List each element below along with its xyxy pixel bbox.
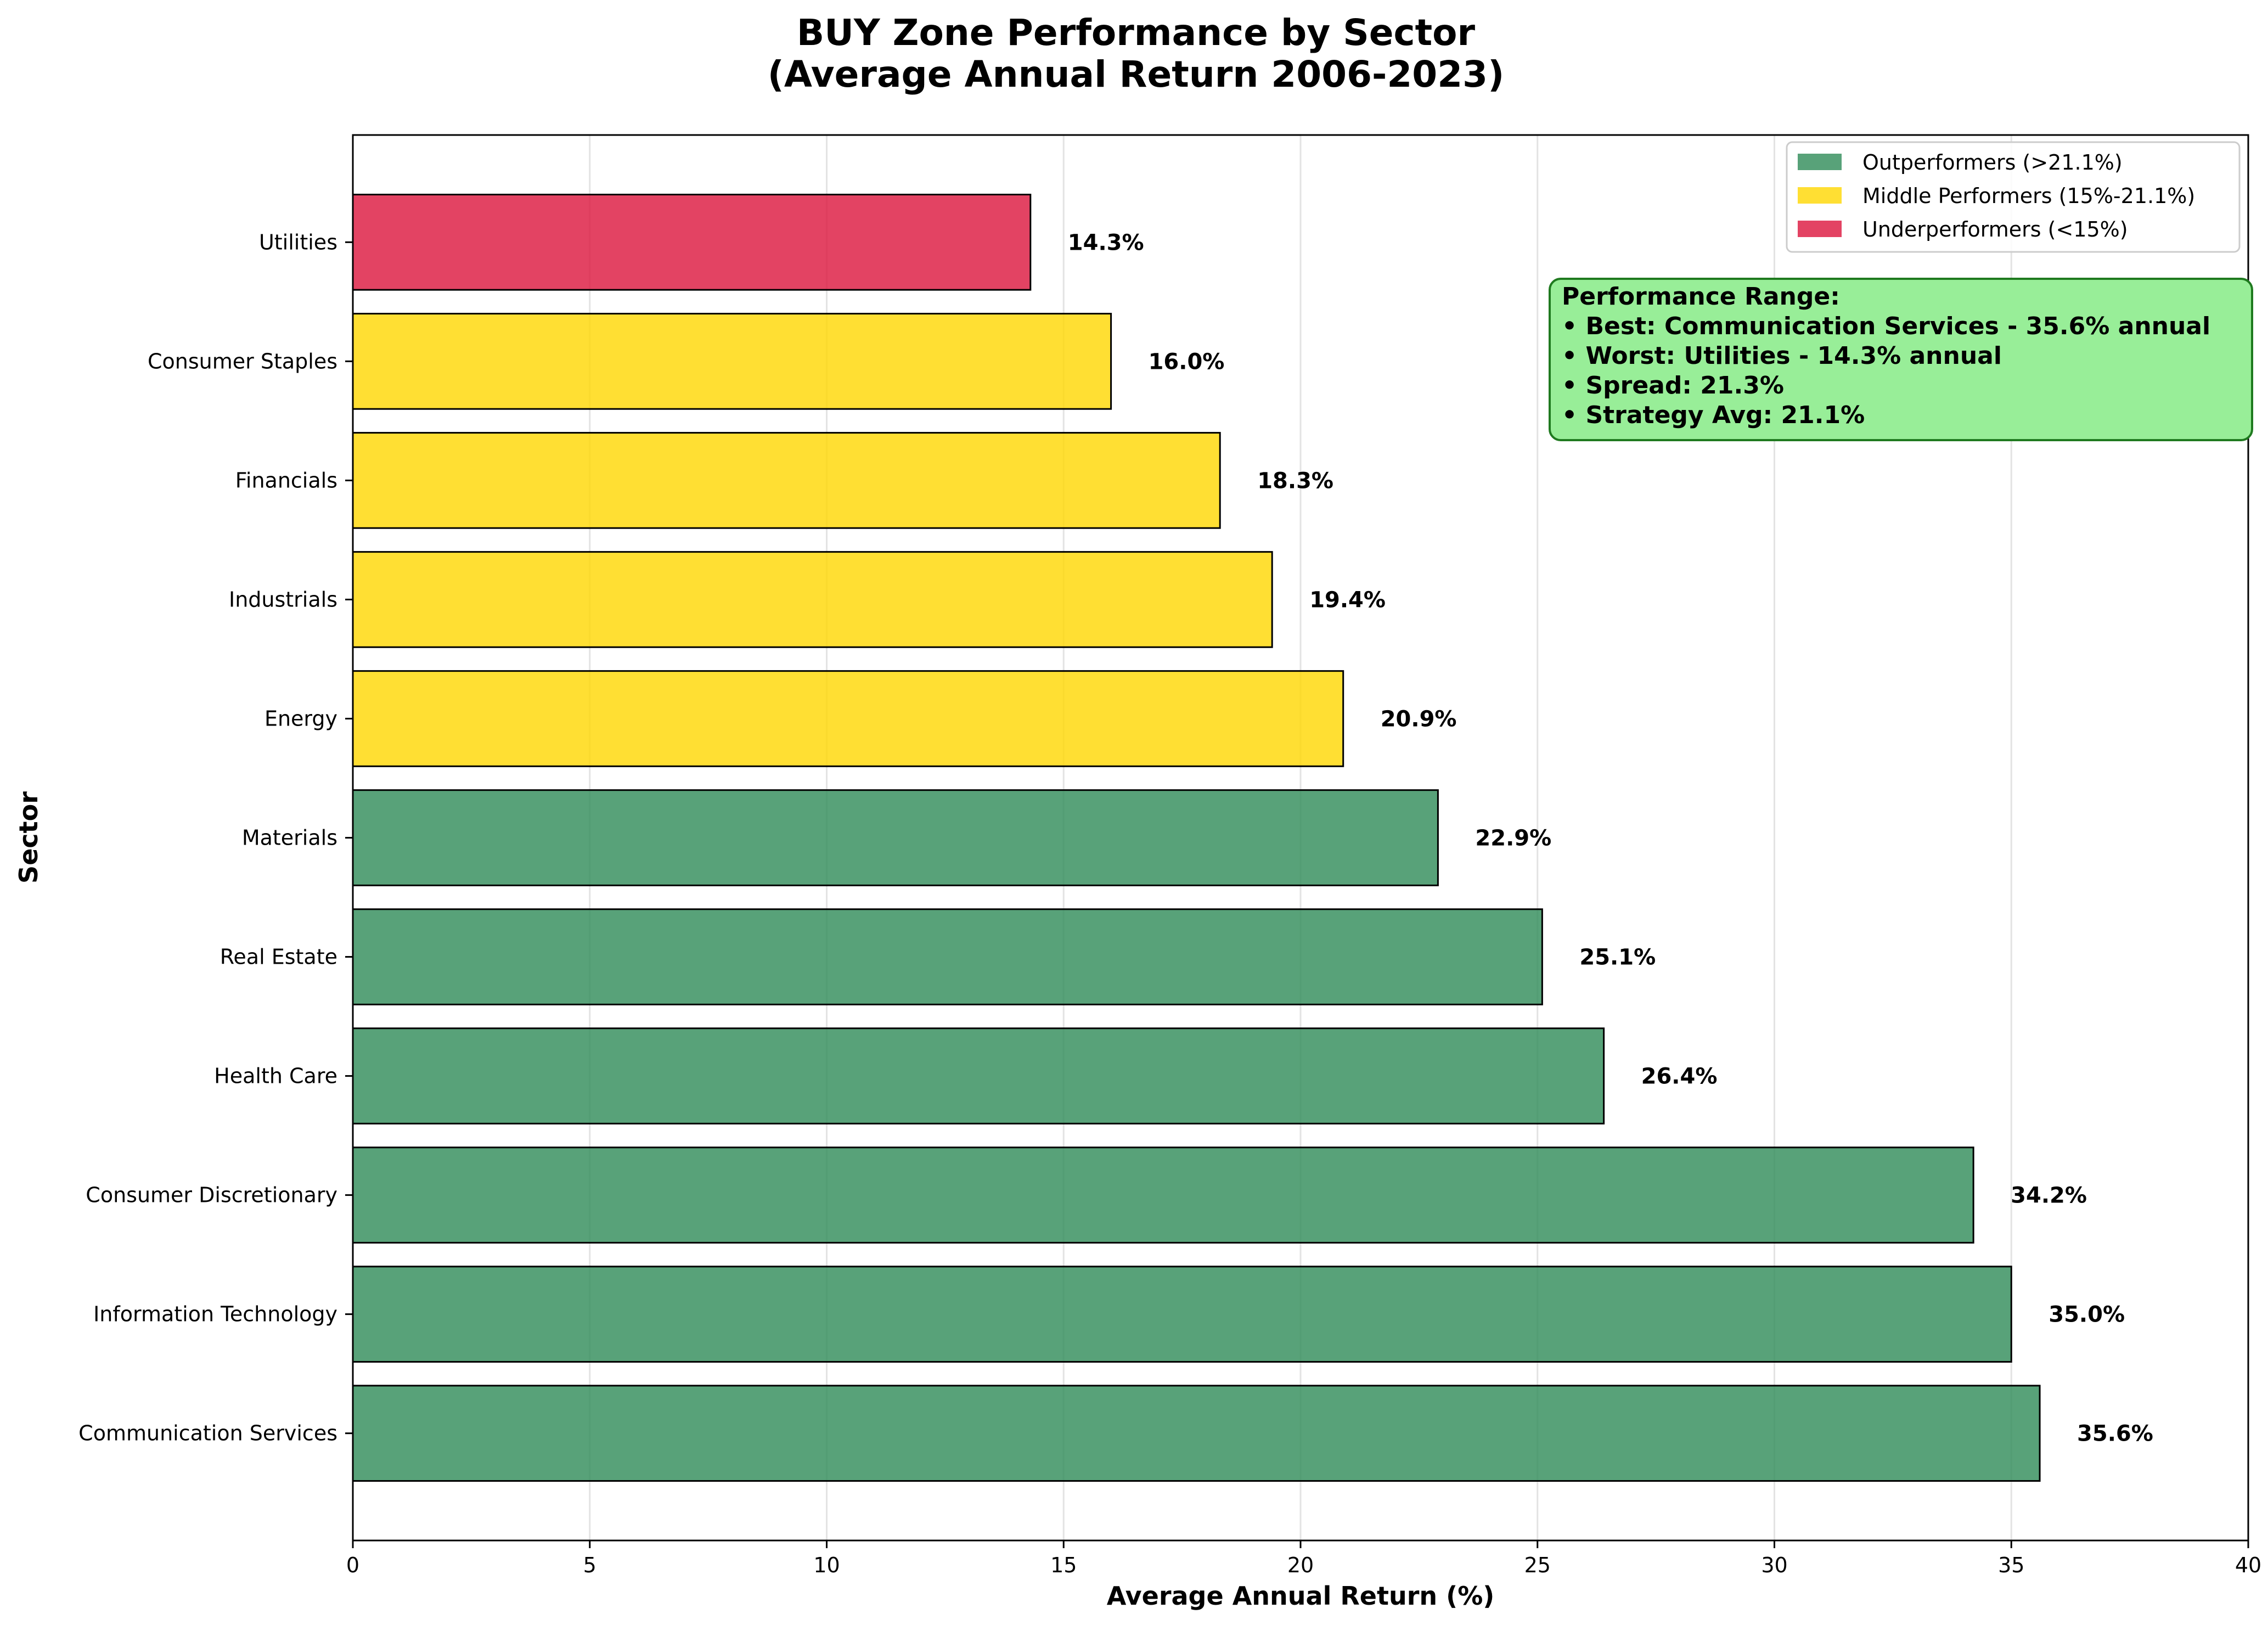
bar-consumer-staples bbox=[352, 313, 1112, 410]
bar-industrials bbox=[352, 551, 1273, 648]
bar-value-label: 16.0% bbox=[1149, 349, 1225, 374]
annotation-box bbox=[1549, 278, 2253, 441]
bar-value-label: 14.3% bbox=[1068, 230, 1144, 255]
plot-frame bbox=[352, 134, 2249, 1542]
annotation-line: • Worst: Utilities - 14.3% annual bbox=[1562, 342, 2002, 370]
bar-energy bbox=[352, 670, 1344, 767]
y-tick-label: Financials bbox=[235, 468, 337, 492]
legend-swatch-outperformer bbox=[1798, 154, 1842, 170]
bar-real-estate bbox=[352, 908, 1543, 1005]
y-tick-label: Health Care bbox=[214, 1064, 337, 1088]
y-tick-label: Communication Services bbox=[78, 1421, 337, 1446]
x-tick-label: 10 bbox=[813, 1553, 840, 1577]
performance-range-annotation: Performance Range:• Best: Communication … bbox=[1549, 278, 2253, 441]
x-tick-layer: 0 5 10 15 20 25 30 35 40 bbox=[346, 1540, 2261, 1577]
y-tick-label: Information Technology bbox=[93, 1302, 337, 1326]
annotation-line: • Spread: 21.3% bbox=[1562, 372, 1784, 400]
legend: Outperformers (>21.1%) Middle Performers … bbox=[1786, 141, 2241, 253]
x-tick-label: 25 bbox=[1524, 1553, 1551, 1577]
x-tick-label: 35 bbox=[1998, 1553, 2024, 1577]
data-labels-layer: 35.6% 35.0% 34.2% 26.4% 25.1% 22.9% 20.9% 19.4%… bbox=[1068, 230, 2153, 1446]
x-tick-label: 5 bbox=[583, 1553, 596, 1577]
bar-value-label: 26.4% bbox=[1641, 1064, 1718, 1089]
y-tick-label: Consumer Staples bbox=[148, 349, 337, 373]
chart-title-line1: BUY Zone Performance by Sector bbox=[797, 12, 1476, 54]
legend-label-middle: Middle Performers (15%-21.1%) bbox=[1862, 184, 2195, 208]
bar-value-label: 19.4% bbox=[1309, 587, 1386, 612]
y-tick-label: Materials bbox=[242, 826, 337, 850]
y-axis-label: Sector bbox=[14, 791, 43, 884]
bar-value-label: 22.9% bbox=[1475, 826, 1551, 851]
annotation-line: Performance Range: bbox=[1562, 283, 1840, 311]
bar-communication-services bbox=[352, 1385, 2041, 1482]
bars-layer bbox=[352, 194, 2041, 1482]
x-tick-label: 15 bbox=[1050, 1553, 1077, 1577]
y-tick-layer: Communication Services Information Techno… bbox=[78, 230, 353, 1446]
x-axis-label: Average Annual Return (%) bbox=[1107, 1581, 1495, 1611]
x-tick-label: 20 bbox=[1287, 1553, 1314, 1577]
annotation-line: • Best: Communication Services - 35.6% a… bbox=[1562, 312, 2210, 340]
bar-information-technology bbox=[352, 1266, 2012, 1363]
y-tick-label: Industrials bbox=[229, 587, 337, 611]
legend-label-outperformer: Outperformers (>21.1%) bbox=[1862, 150, 2123, 175]
y-tick-label: Consumer Discretionary bbox=[86, 1183, 337, 1207]
bar-value-label: 34.2% bbox=[2011, 1183, 2087, 1208]
annotation-line: • Strategy Avg: 21.1% bbox=[1562, 401, 1865, 429]
bar-value-label: 20.9% bbox=[1381, 706, 1457, 732]
bar-health-care bbox=[352, 1027, 1605, 1124]
x-tick-label: 30 bbox=[1761, 1553, 1787, 1577]
chart-title-line2: (Average Annual Return 2006-2023) bbox=[768, 53, 1505, 95]
bar-value-label: 35.0% bbox=[2048, 1302, 2125, 1328]
x-tick-label: 40 bbox=[2235, 1553, 2261, 1577]
bar-financials bbox=[352, 432, 1221, 529]
y-tick-label: Utilities bbox=[259, 230, 337, 254]
legend-frame bbox=[1786, 141, 2241, 253]
bar-materials bbox=[352, 789, 1439, 886]
y-tick-label: Real Estate bbox=[220, 945, 337, 969]
y-tick-label: Energy bbox=[264, 706, 337, 730]
bar-value-label: 18.3% bbox=[1257, 468, 1333, 493]
x-tick-label: 0 bbox=[346, 1553, 359, 1577]
legend-swatch-middle bbox=[1798, 187, 1842, 204]
bar-value-label: 25.1% bbox=[1579, 945, 1656, 970]
bar-consumer-discretionary bbox=[352, 1146, 1974, 1244]
bar-utilities bbox=[352, 194, 1032, 291]
legend-label-underperformer: Underperformers (<15%) bbox=[1862, 217, 2128, 241]
bar-value-label: 35.6% bbox=[2077, 1421, 2153, 1447]
legend-swatch-underperformer bbox=[1798, 221, 1842, 237]
